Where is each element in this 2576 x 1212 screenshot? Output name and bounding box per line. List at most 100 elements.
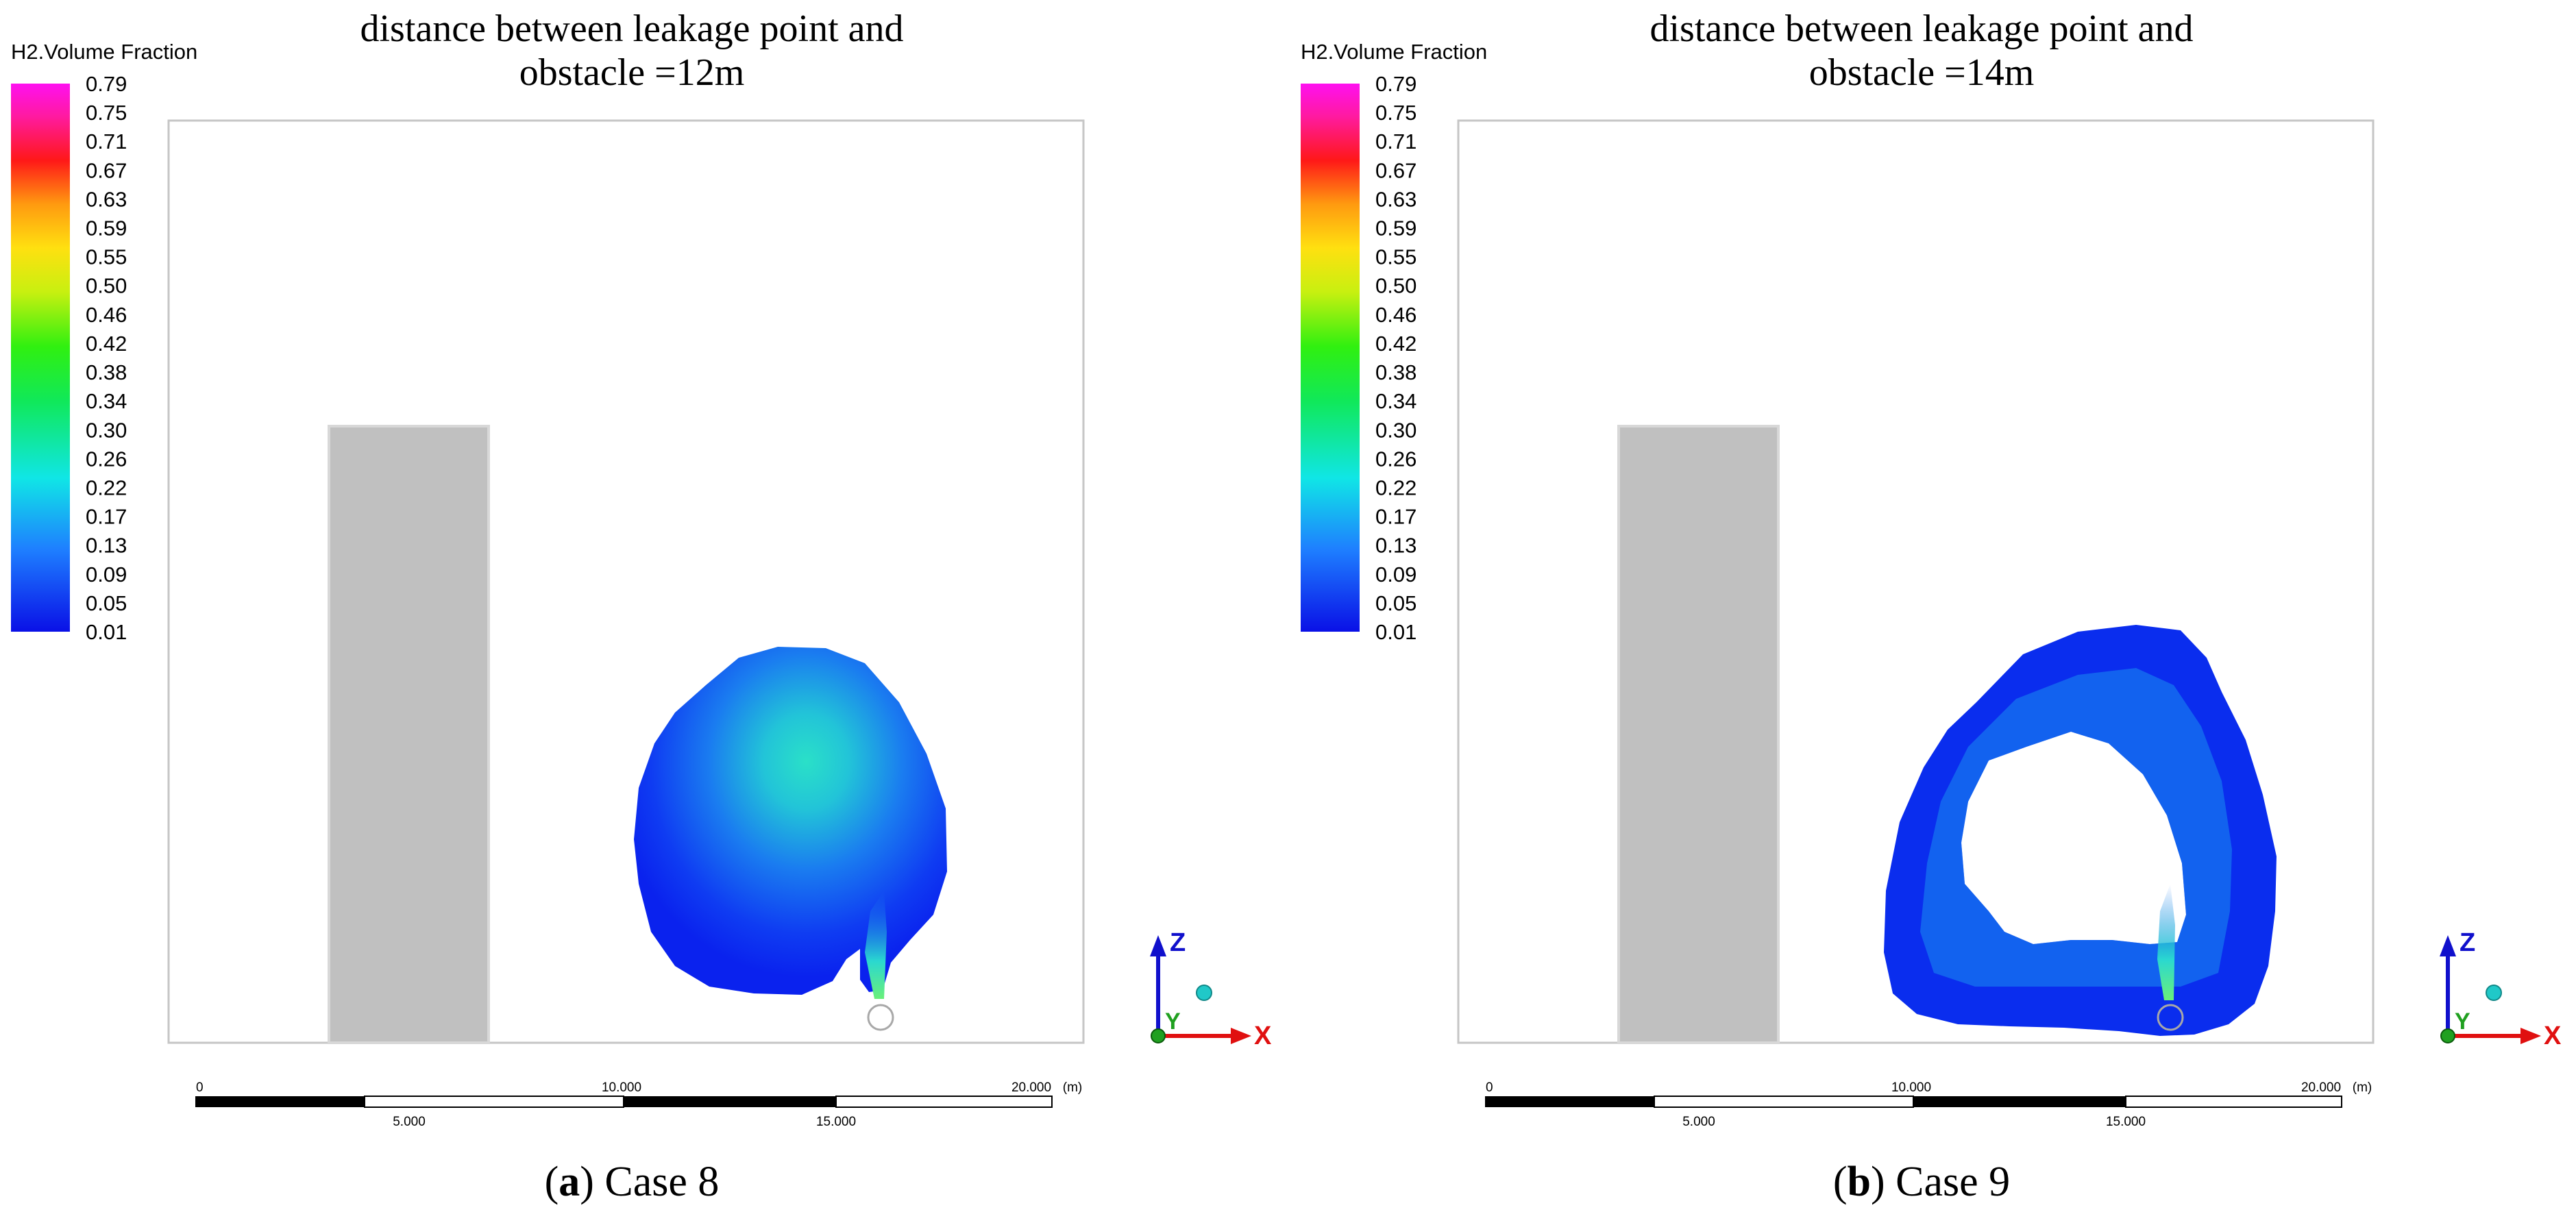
caption-text: Case 8 [594, 1159, 720, 1205]
plot-title-line2: obstacle =14m [1809, 51, 2035, 94]
panel-caption: (a) Case 8 [545, 1159, 720, 1205]
scale-label: 0 [1486, 1080, 1493, 1095]
axis-z-label: Z [2460, 928, 2475, 957]
legend-value: 0.05 [86, 591, 127, 615]
axis-origin [2440, 1028, 2455, 1043]
legend-value: 0.22 [1375, 475, 1416, 499]
legend-value: 0.71 [1375, 129, 1416, 153]
caption-letter: a [559, 1159, 580, 1205]
scale-bar-segment [624, 1096, 836, 1107]
legend-value: 0.42 [1375, 332, 1416, 356]
scale-label: 20.000 [2301, 1080, 2341, 1095]
caption-close-paren: ) [580, 1159, 594, 1205]
axis-y-label: Y [1165, 1009, 1181, 1035]
legend-value: 0.38 [86, 360, 127, 384]
legend-value: 0.46 [86, 303, 127, 327]
legend-title: H2.Volume Fraction [11, 40, 197, 64]
plot-domain [167, 119, 1085, 1044]
scale-label: 10.000 [1891, 1080, 1931, 1095]
legend-title: H2.Volume Fraction [1301, 40, 1487, 64]
legend-value: 0.34 [86, 389, 127, 413]
obstacle [1617, 425, 1780, 1044]
leak-jet [865, 891, 887, 999]
scale-label: 20.000 [1011, 1080, 1051, 1095]
legend-value: 0.46 [1375, 303, 1416, 327]
caption-text: Case 9 [1885, 1159, 2011, 1205]
legend-value: 0.55 [1375, 245, 1416, 269]
legend-value: 0.17 [1375, 505, 1416, 529]
legend-colorbar [11, 84, 70, 632]
panel-a: distance between leakage point andobstac… [11, 8, 1272, 1205]
view-ball [2486, 985, 2502, 1001]
legend-value: 0.59 [1375, 217, 1416, 240]
legend-value: 0.50 [1375, 274, 1416, 298]
legend-value: 0.79 [1375, 72, 1416, 96]
leak-jet [2157, 884, 2175, 1000]
panel-b: distance between leakage point andobstac… [1301, 8, 2562, 1205]
caption-open-paren: ( [545, 1159, 559, 1205]
legend-value: 0.79 [86, 72, 127, 96]
legend-value: 0.55 [86, 245, 127, 269]
scale-bar-segment [1485, 1096, 1654, 1107]
legend-value: 0.30 [1375, 418, 1416, 442]
axis-y-label: Y [2455, 1009, 2470, 1035]
legend-colorbar [1301, 84, 1360, 632]
leak-point-marker [867, 1004, 894, 1031]
legend-value: 0.26 [86, 447, 127, 471]
axis-x-arrow [1231, 1028, 1251, 1044]
legend-value: 0.75 [86, 101, 127, 125]
view-ball [1196, 985, 1212, 1001]
caption-close-paren: ) [1871, 1159, 1885, 1205]
legend-value: 0.63 [86, 187, 127, 211]
legend-value: 0.30 [86, 418, 127, 442]
scale-label: 5.000 [1682, 1115, 1715, 1129]
scale-bar-segment [835, 1096, 1053, 1108]
legend-value: 0.38 [1375, 360, 1416, 384]
legend-value: 0.13 [86, 534, 127, 558]
legend-value: 0.01 [1375, 620, 1416, 644]
legend-value: 0.09 [86, 562, 127, 586]
axis-z-label: Z [1170, 928, 1186, 957]
legend-value: 0.71 [86, 129, 127, 153]
legend-value: 0.22 [86, 475, 127, 499]
scale-label: 10.000 [602, 1080, 641, 1095]
scale-label: 5.000 [393, 1115, 426, 1129]
scale-label: (m) [2353, 1080, 2372, 1095]
axis-x-label: X [2544, 1022, 2562, 1050]
panel-caption: (b) Case 9 [1833, 1159, 2010, 1205]
legend-value: 0.26 [1375, 447, 1416, 471]
scale-bar-segment [1654, 1096, 1914, 1108]
legend-value: 0.42 [86, 332, 127, 356]
scale-label: 15.000 [816, 1115, 856, 1129]
plot-title-line2: obstacle =12m [519, 51, 745, 94]
legend-value: 0.13 [1375, 534, 1416, 558]
axis-z-arrow [1150, 935, 1166, 956]
legend-value: 0.67 [1375, 158, 1416, 182]
legend-value: 0.50 [86, 274, 127, 298]
axis-x-label: X [1254, 1022, 1272, 1050]
legend-value: 0.34 [1375, 389, 1416, 413]
scale-bar-segment [1913, 1096, 2126, 1107]
hydrogen-cloud-core [1920, 668, 2232, 987]
axis-z-arrow [2440, 935, 2456, 956]
legend-value: 0.17 [86, 505, 127, 529]
caption-letter: b [1847, 1159, 1870, 1205]
axis-x-arrow [2520, 1028, 2541, 1044]
legend-value: 0.01 [86, 620, 127, 644]
legend-value: 0.63 [1375, 187, 1416, 211]
plot-title-line1: distance between leakage point and [360, 8, 904, 50]
legend-value: 0.05 [1375, 591, 1416, 615]
legend-value: 0.67 [86, 158, 127, 182]
axis-origin [1151, 1028, 1166, 1043]
hydrogen-cloud [634, 647, 947, 995]
obstacle [328, 425, 490, 1044]
scale-bar-segment [2125, 1096, 2342, 1108]
scale-bar-segment [195, 1096, 365, 1107]
caption-open-paren: ( [1833, 1159, 1848, 1205]
leak-point-marker [2157, 1004, 2184, 1031]
legend-value: 0.75 [1375, 101, 1416, 125]
legend-value: 0.09 [1375, 562, 1416, 586]
scale-label: 0 [196, 1080, 204, 1095]
scale-label: 15.000 [2106, 1115, 2146, 1129]
